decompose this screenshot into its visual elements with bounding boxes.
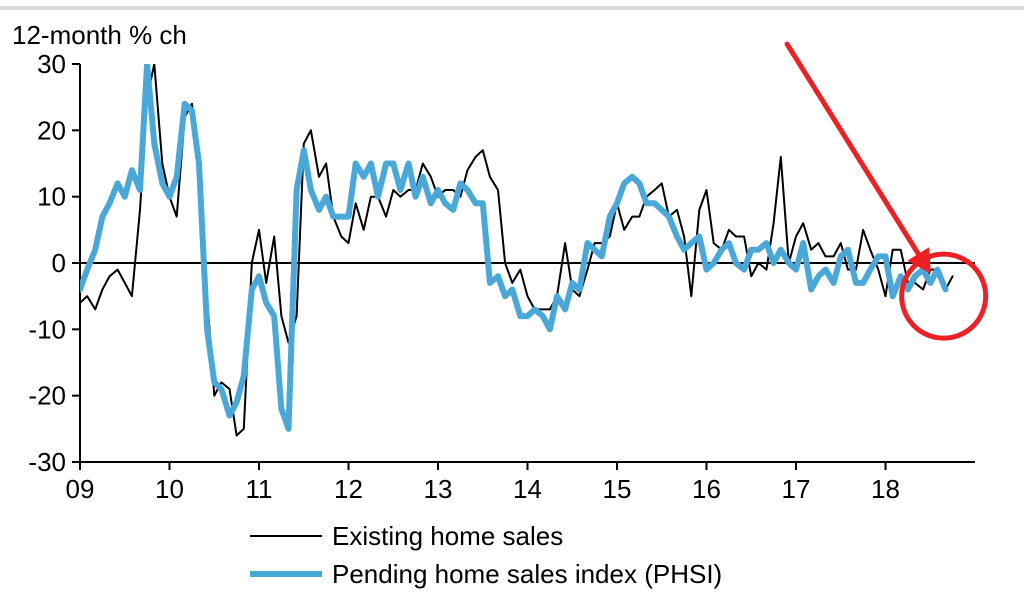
x-tick-label: 14	[513, 474, 542, 504]
legend-label-phsi: Pending home sales index (PHSI)	[332, 559, 722, 589]
x-tick-label: 13	[424, 474, 453, 504]
x-tick-label: 18	[871, 474, 900, 504]
y-tick-label: 10	[37, 182, 66, 212]
x-tick-label: 15	[603, 474, 632, 504]
legend-label-existing: Existing home sales	[332, 521, 563, 551]
x-tick-label: 16	[692, 474, 721, 504]
chart-container: 12-month % ch30 20 10 0 -10 -20 -3009 10 11 12 13 1…	[0, 0, 1024, 607]
chart-subtitle: 12-month % ch	[12, 20, 187, 50]
x-tick-label: 09	[66, 474, 95, 504]
x-tick-label: 12	[334, 474, 363, 504]
x-tick-label: 10	[155, 474, 184, 504]
y-tick-label: 0	[52, 248, 66, 278]
y-tick-label: -20	[28, 381, 66, 411]
x-tick-label: 11	[246, 474, 273, 504]
line-chart: 12-month % ch30 20 10 0 -10 -20 -3009 10 11 12 13 1…	[0, 0, 1024, 607]
y-tick-label: 20	[37, 115, 66, 145]
x-tick-label: 17	[782, 474, 811, 504]
y-tick-label: -30	[28, 447, 66, 477]
y-tick-label: -10	[28, 314, 66, 344]
y-tick-label: 30	[37, 49, 66, 79]
